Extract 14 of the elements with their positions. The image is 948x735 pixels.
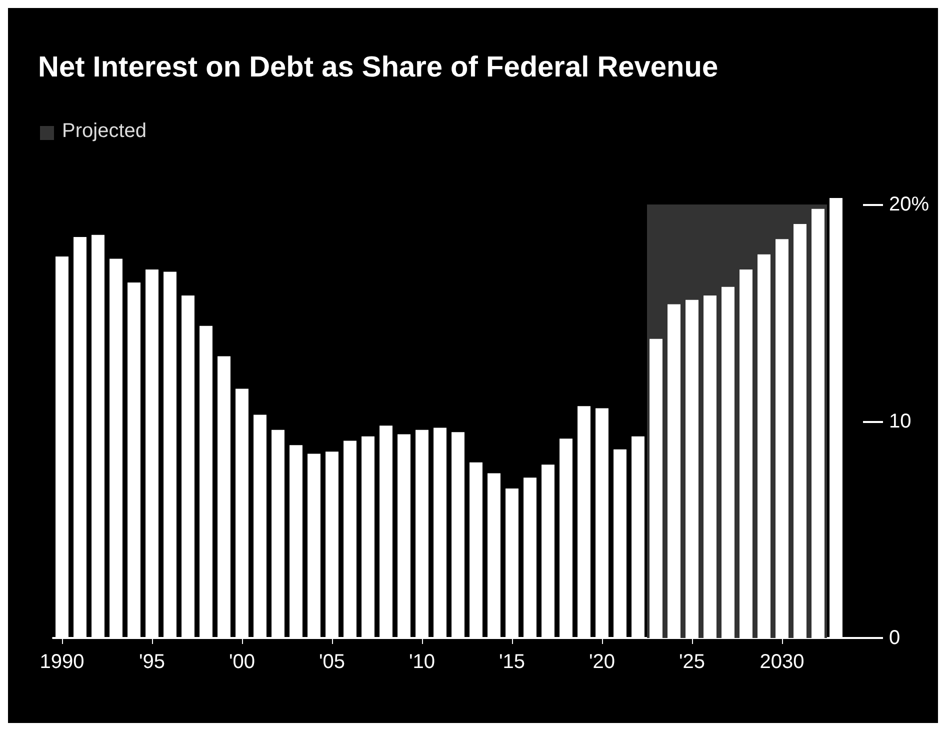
x-tick-label: '05 — [318, 651, 346, 673]
x-tick-label: '95 — [138, 651, 166, 673]
x-tick-label: '15 — [498, 651, 526, 673]
legend-label: Projected — [62, 120, 146, 142]
x-tick-label: 1990 — [40, 651, 84, 673]
x-tick-label: '25 — [678, 651, 706, 673]
y-tick-label: 0 — [889, 627, 900, 649]
x-tick-label: 2030 — [760, 651, 804, 673]
x-tick-label: '10 — [408, 651, 436, 673]
x-tick-label: '20 — [588, 651, 616, 673]
chart-title: Net Interest on Debt as Share of Federal Revenue — [38, 52, 718, 84]
y-tick-label: 10 — [889, 410, 912, 432]
x-tick-label: '00 — [228, 651, 256, 673]
y-tick-label: 20% — [889, 194, 930, 216]
